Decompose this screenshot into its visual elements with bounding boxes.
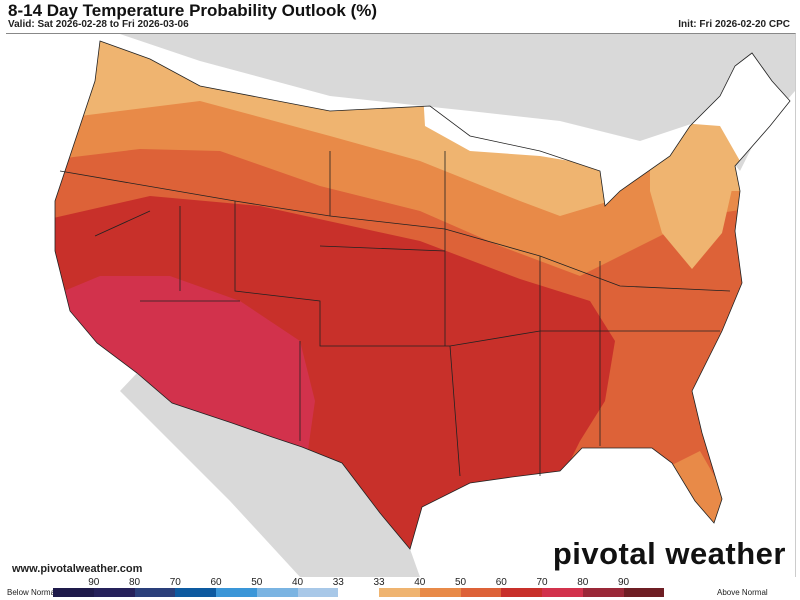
canada-land (6, 34, 795, 171)
outlook-map (6, 33, 796, 577)
legend-swatch (501, 588, 542, 597)
init-time: Init: Fri 2026-02-20 CPC (678, 19, 790, 30)
legend-tick-label: 33 (373, 577, 385, 588)
legend-tick-label: 90 (88, 577, 100, 588)
legend-swatch (338, 588, 379, 597)
legend-swatch (582, 588, 624, 597)
legend-swatch (297, 588, 339, 597)
website-url[interactable]: www.pivotalweather.com (12, 563, 143, 575)
legend-tick-label: 80 (128, 577, 141, 588)
zone-33-40-northeast (650, 136, 735, 269)
legend-tick-label: 70 (536, 577, 548, 588)
legend-swatch (379, 588, 420, 597)
map-svg (6, 34, 795, 577)
map-title: 8-14 Day Temperature Probability Outlook… (8, 1, 378, 20)
legend-swatch (256, 588, 298, 597)
legend-swatch (542, 588, 583, 597)
legend-swatch (175, 588, 216, 597)
legend-tick-label: 50 (454, 577, 467, 588)
legend-swatch (216, 588, 257, 597)
pivotal-weather-logo: pivotal weather (552, 536, 786, 571)
legend-tick-label: 33 (332, 577, 344, 588)
legend-swatch (93, 588, 135, 597)
legend-tick-label: 80 (577, 577, 589, 588)
valid-period: Valid: Sat 2026-02-28 to Fri 2026-03-06 (8, 19, 189, 30)
legend-below-label: Below Normal (7, 588, 57, 597)
legend-swatch (53, 588, 94, 597)
legend-swatch (419, 588, 461, 597)
legend-tick-label: 50 (251, 577, 263, 588)
color-legend: Below Normal Above Normal 90 80 70 60 50 40 33… (0, 576, 800, 600)
legend-tick-label: 70 (169, 577, 181, 588)
legend-tick-label: 90 (617, 577, 630, 588)
legend-tick-label: 60 (495, 577, 507, 588)
legend-swatch (134, 588, 176, 597)
legend-tick-label: 60 (210, 577, 222, 588)
mexico-land (120, 373, 420, 577)
state-borders (54, 40, 791, 550)
legend-colorbar (53, 588, 705, 597)
legend-swatch (460, 588, 502, 597)
legend-swatch (664, 588, 705, 597)
legend-swatch (623, 588, 665, 597)
legend-above-label: Above Normal (717, 588, 768, 597)
legend-tick-label: 40 (414, 577, 426, 588)
legend-tick-label: 40 (291, 577, 304, 588)
